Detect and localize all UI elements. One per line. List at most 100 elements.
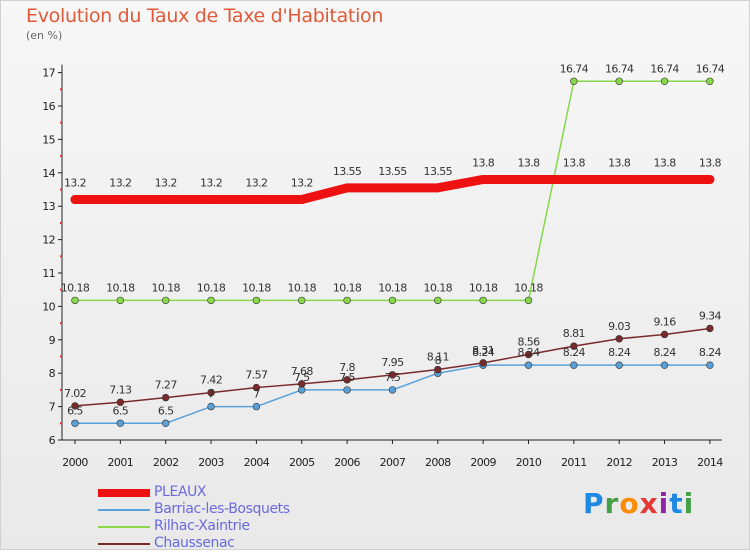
data-label: 13.55 (424, 165, 453, 178)
chart-title: Evolution du Taux de Taxe d'Habitation (26, 5, 384, 27)
data-label: 7.13 (109, 383, 132, 396)
y-minor-tick (60, 355, 62, 358)
legend-swatch (98, 525, 150, 528)
data-label: 8.11 (427, 351, 449, 364)
x-tick-label: 2001 (108, 456, 134, 469)
data-point (614, 174, 624, 184)
data-label: 13.2 (245, 177, 267, 190)
data-point (570, 77, 578, 85)
data-label: 7.68 (291, 365, 314, 378)
data-point (251, 195, 261, 205)
data-label: 7.5 (294, 371, 310, 384)
data-point (70, 195, 80, 205)
data-label: 7.5 (339, 371, 355, 384)
data-label: 6.5 (112, 404, 128, 417)
data-label: 8.56 (517, 335, 540, 348)
data-point (524, 174, 533, 184)
x-tick-label: 2012 (606, 456, 632, 469)
legend-label: PLEAUX (154, 484, 207, 500)
x-tick-label: 2007 (380, 456, 406, 469)
x-tick-label: 2003 (198, 456, 224, 469)
data-point (206, 195, 216, 205)
legend-item: PLEAUX (98, 484, 290, 501)
data-label: 8 (435, 354, 442, 367)
legend-label: Barriac-les-Bosquets (154, 501, 290, 517)
data-point (161, 195, 171, 205)
data-label: 10.18 (61, 281, 90, 294)
data-point (116, 419, 125, 427)
data-point (116, 296, 125, 305)
data-label: 13.2 (291, 177, 313, 190)
proxiti-logo: Proxiti (583, 487, 694, 520)
data-label: 10.18 (469, 281, 498, 294)
data-label: 10.18 (242, 281, 271, 294)
data-label: 10.18 (378, 281, 407, 294)
x-tick-label: 2000 (62, 456, 88, 469)
x-tick-label: 2006 (334, 456, 360, 469)
y-minor-tick (60, 221, 62, 224)
data-point (162, 296, 170, 305)
data-label: 13.2 (155, 177, 177, 190)
y-minor-tick (60, 388, 62, 391)
data-point (207, 296, 215, 305)
x-tick-label: 2008 (425, 456, 451, 469)
data-label: 10.18 (333, 281, 362, 294)
legend-label: Rilhac-Xaintrie (154, 518, 250, 534)
data-label: 13.8 (563, 156, 586, 169)
data-point (297, 195, 307, 205)
data-point (388, 296, 397, 305)
y-minor-tick (60, 288, 62, 291)
data-label: 13.55 (378, 165, 407, 178)
legend: PLEAUX Barriac-les-Bosquets Rilhac-Xaintri… (98, 484, 290, 552)
data-label: 9.03 (608, 320, 631, 333)
data-label: 8.24 (563, 346, 586, 359)
x-tick-label: 2002 (153, 456, 179, 469)
y-minor-tick (60, 255, 62, 258)
data-label: 8.24 (608, 346, 631, 359)
data-point (524, 361, 533, 369)
legend-item: Chaussenac (98, 535, 290, 552)
logo-letter: i (658, 487, 670, 520)
y-tick-label: 14 (42, 167, 55, 180)
data-point (570, 361, 578, 369)
logo-letter: o (619, 487, 640, 520)
data-point (342, 183, 352, 193)
data-label: 7.57 (245, 369, 268, 382)
y-tick-label: 9 (49, 334, 56, 347)
y-tick-label: 11 (42, 267, 55, 280)
data-point (705, 174, 715, 184)
data-point (433, 183, 443, 193)
data-label: 7.27 (155, 379, 178, 392)
data-label: 16.74 (605, 62, 634, 75)
data-label: 10.18 (106, 281, 135, 294)
data-point (116, 398, 125, 406)
data-point (388, 371, 397, 379)
data-label: 7.02 (64, 387, 86, 400)
data-label: 10.18 (514, 281, 543, 294)
data-label: 8.81 (563, 327, 585, 340)
data-point (343, 386, 351, 394)
data-point (660, 77, 669, 85)
y-tick-label: 7 (49, 401, 56, 414)
data-point (252, 383, 261, 392)
x-tick-label: 2005 (289, 456, 315, 469)
data-point (71, 296, 79, 305)
data-label: 7.42 (200, 374, 222, 387)
data-label: 6.5 (67, 404, 83, 417)
data-point (706, 324, 714, 333)
data-point (478, 174, 488, 184)
data-point (162, 393, 170, 402)
data-label: 8.24 (654, 346, 677, 359)
data-label: 13.2 (200, 177, 222, 190)
logo-letter: x (639, 487, 659, 520)
data-label: 13.55 (333, 165, 362, 178)
data-point (387, 183, 397, 193)
logo-letter: r (604, 487, 620, 520)
y-minor-tick (60, 155, 62, 158)
data-point (162, 419, 170, 427)
data-point (615, 77, 623, 85)
data-label: 6.5 (158, 404, 174, 417)
data-point (343, 296, 351, 305)
data-point (615, 361, 623, 369)
